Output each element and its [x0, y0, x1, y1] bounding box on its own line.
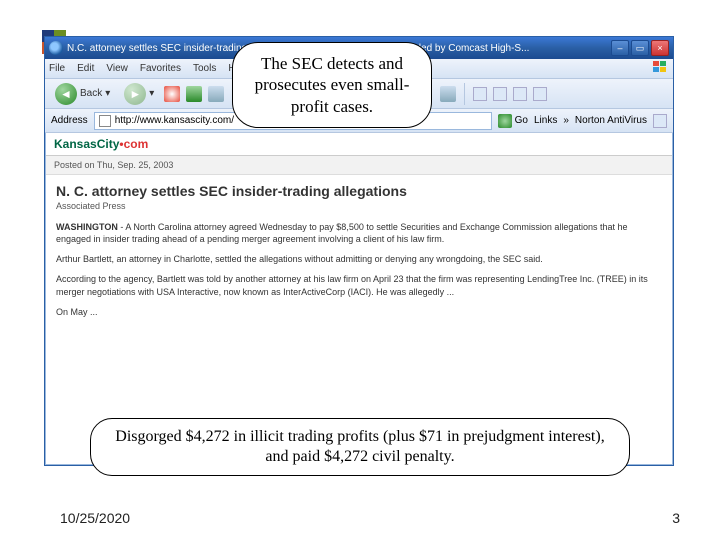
article-paragraph: According to the agency, Bartlett was to…: [56, 273, 662, 297]
go-arrow-icon: [498, 114, 512, 128]
menu-edit[interactable]: Edit: [77, 63, 94, 74]
back-button[interactable]: ◄ Back ▾: [51, 81, 114, 107]
article-dateline: WASHINGTON: [56, 222, 118, 232]
back-dropdown-icon: ▾: [105, 88, 110, 99]
page-icon: [99, 115, 111, 127]
discuss-button[interactable]: [533, 87, 547, 101]
links-label[interactable]: Links: [534, 115, 557, 126]
go-button[interactable]: Go: [498, 114, 528, 128]
article-paragraph: WASHINGTON - A North Carolina attorney a…: [56, 221, 662, 245]
site-logo-dot: •com: [119, 137, 148, 151]
norton-label[interactable]: Norton AntiVirus: [575, 115, 647, 126]
norton-icon: [653, 114, 667, 128]
article-headline: N. C. attorney settles SEC insider-tradi…: [56, 183, 662, 199]
close-button[interactable]: ×: [651, 40, 669, 56]
print-button[interactable]: [493, 87, 507, 101]
links-chevron-icon: »: [563, 115, 569, 126]
toolbar-separator: [464, 83, 465, 105]
home-button[interactable]: [208, 86, 224, 102]
menu-file[interactable]: File: [49, 63, 65, 74]
address-url: http://www.kansascity.com/: [115, 115, 234, 126]
history-button[interactable]: [440, 86, 456, 102]
menu-favorites[interactable]: Favorites: [140, 63, 181, 74]
slide-date: 10/25/2020: [60, 510, 130, 526]
site-header: KansasCity•com: [46, 133, 672, 156]
page-content: KansasCity•com Posted on Thu, Sep. 25, 2…: [46, 133, 672, 464]
callout-top: The SEC detects and prosecutes even smal…: [232, 42, 432, 128]
article-p1-text: - A North Carolina attorney agreed Wedne…: [56, 222, 627, 244]
windows-logo-icon: [653, 61, 669, 75]
edit-button[interactable]: [513, 87, 527, 101]
back-label: Back: [80, 88, 102, 99]
refresh-button[interactable]: [186, 86, 202, 102]
article-paragraph: On May ...: [56, 306, 662, 318]
maximize-button[interactable]: ▭: [631, 40, 649, 56]
article: N. C. attorney settles SEC insider-tradi…: [46, 175, 672, 334]
forward-arrow-icon: ►: [124, 83, 146, 105]
go-label: Go: [515, 115, 528, 126]
site-logo[interactable]: KansasCity•com: [54, 137, 148, 151]
article-byline: Associated Press: [56, 201, 662, 211]
mail-button[interactable]: [473, 87, 487, 101]
forward-dropdown-icon: ▾: [149, 88, 154, 99]
article-paragraph: Arthur Bartlett, an attorney in Charlott…: [56, 253, 662, 265]
callout-bottom: Disgorged $4,272 in illicit trading prof…: [90, 418, 630, 476]
slide-page-number: 3: [672, 510, 680, 526]
menu-tools[interactable]: Tools: [193, 63, 216, 74]
posted-date: Posted on Thu, Sep. 25, 2003: [46, 156, 672, 175]
site-logo-main: KansasCity: [54, 137, 119, 151]
address-label: Address: [51, 115, 88, 126]
forward-button[interactable]: ► ▾: [120, 81, 158, 107]
ie-icon: [49, 41, 63, 55]
menu-view[interactable]: View: [106, 63, 128, 74]
minimize-button[interactable]: –: [611, 40, 629, 56]
back-arrow-icon: ◄: [55, 83, 77, 105]
stop-button[interactable]: [164, 86, 180, 102]
